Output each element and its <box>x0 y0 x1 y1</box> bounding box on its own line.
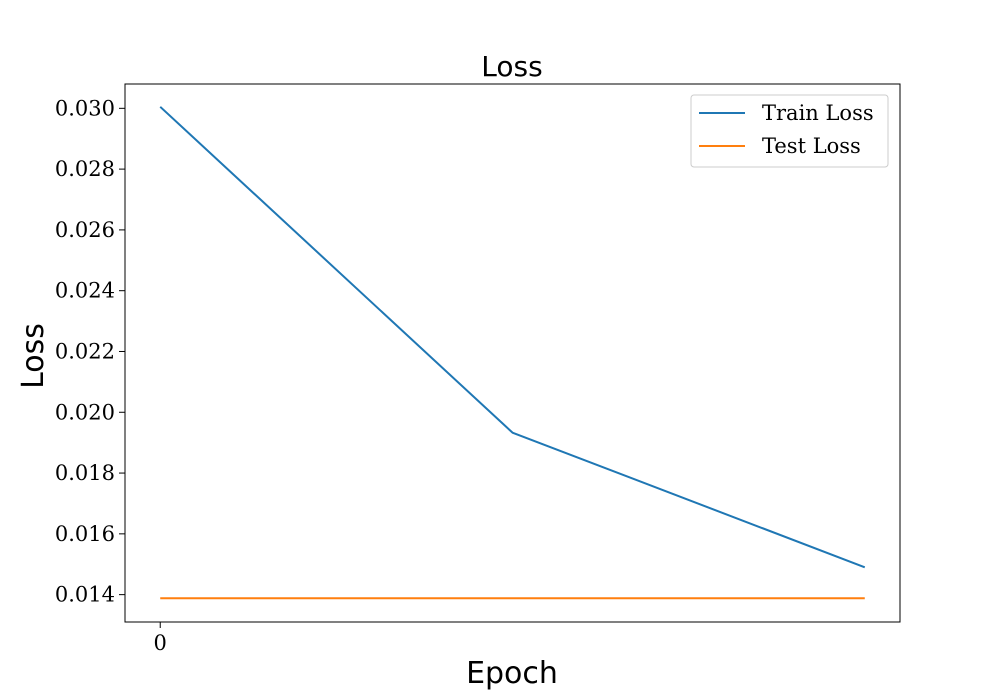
y-axis-label: Loss <box>16 323 51 389</box>
legend-label-test-loss: Test Loss <box>762 134 861 158</box>
y-tick-label: 0.022 <box>55 339 115 363</box>
series-layer <box>159 106 866 600</box>
y-tick-label: 0.018 <box>55 461 115 485</box>
y-tick-label: 0.024 <box>55 279 115 303</box>
y-axis-ticks: 0.014 0.016 0.018 0.020 0.022 0.024 0.026 0.028… <box>55 96 125 607</box>
y-tick-label: 0.016 <box>55 522 115 546</box>
y-tick-label: 0.014 <box>55 583 115 607</box>
legend: Train Loss Test Loss <box>690 94 889 168</box>
series-line-train-loss <box>159 106 866 569</box>
y-tick-label: 0.026 <box>55 218 115 242</box>
legend-label-train-loss: Train Loss <box>762 101 874 125</box>
chart-title: Loss <box>481 50 542 83</box>
y-tick-label: 0.020 <box>55 400 115 424</box>
y-tick-label: 0.028 <box>55 157 115 181</box>
y-tick-label: 0.030 <box>55 96 115 120</box>
x-axis-ticks: 0 <box>154 622 167 655</box>
x-axis-label: Epoch <box>466 656 558 691</box>
x-tick-label: 0 <box>154 631 167 655</box>
plot-frame <box>124 83 901 623</box>
